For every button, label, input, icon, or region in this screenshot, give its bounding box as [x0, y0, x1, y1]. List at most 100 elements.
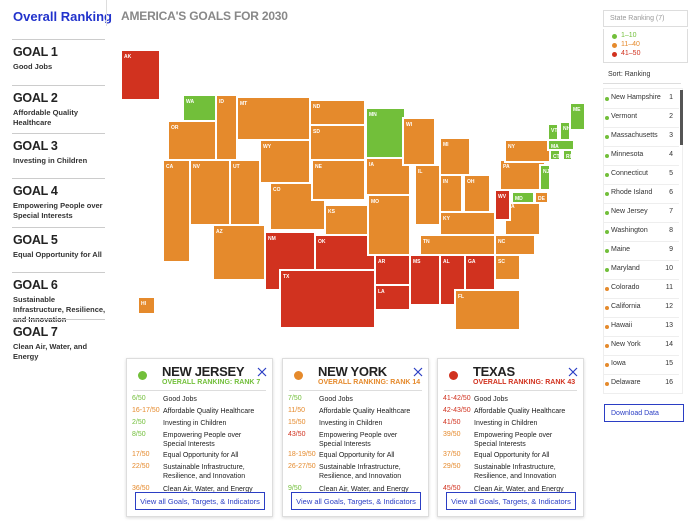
ranking-rank: 4: [669, 151, 673, 158]
state-label: VA: [508, 204, 515, 210]
state-card: TEXAS OVERALL RANKING: RANK 43 41-42/50 Goo…: [437, 358, 584, 517]
state-label: TX: [283, 274, 290, 280]
state: [547, 123, 559, 141]
goal-number: GOAL 5: [13, 233, 58, 247]
ranking-row[interactable]: Connecticut 5: [603, 170, 679, 185]
goal-label: Good Jobs: [319, 396, 353, 403]
state-label: ND: [313, 104, 321, 110]
ranking-dot: [605, 344, 609, 348]
ranking-row[interactable]: Maryland 10: [603, 265, 679, 280]
download-button[interactable]: Download Data: [604, 404, 684, 422]
ranking-dot: [605, 97, 609, 101]
state-label: MD: [515, 196, 523, 202]
status-dot: [449, 371, 458, 380]
close-button[interactable]: [413, 364, 423, 377]
score: 17/50: [132, 451, 150, 458]
divider: [12, 272, 105, 273]
state: [494, 234, 536, 256]
ranking-rank: 11: [665, 284, 673, 291]
divider: [12, 319, 105, 320]
state-label: OH: [467, 179, 475, 185]
state-label: TN: [423, 239, 430, 245]
ranking-row[interactable]: New Hampshire 1: [603, 94, 679, 109]
divider: [289, 390, 422, 391]
goal-item[interactable]: GOAL 1 Good Jobs: [13, 45, 108, 72]
legend-dot: [612, 34, 617, 39]
ranking-row[interactable]: Washington 8: [603, 227, 679, 242]
state-label: AZ: [216, 229, 223, 235]
goal-label: Equal Opportunity for All: [319, 452, 395, 459]
goal-name: Affordable Quality Healthcare: [13, 108, 79, 127]
scrollbar: [680, 90, 683, 145]
state-label: WA: [186, 99, 194, 105]
goal-item[interactable]: GOAL 3 Investing in Children: [13, 139, 108, 166]
state-label: MS: [413, 259, 421, 265]
divider: [12, 133, 105, 134]
state-label: SD: [313, 129, 320, 135]
state-label: OR: [171, 125, 179, 131]
state-select[interactable]: State Ranking (7): [603, 10, 688, 27]
ranking-row[interactable]: Colorado 11: [603, 284, 679, 299]
ranking-row[interactable]: California 12: [603, 303, 679, 318]
goal-name: Clean Air, Water, and Energy: [13, 342, 88, 361]
legend-label: 11–40: [621, 41, 640, 48]
goal-label: Empowering People over Special Interests: [319, 432, 398, 448]
ranking-row[interactable]: Rhode Island 6: [603, 189, 679, 204]
state-label: CA: [166, 164, 174, 170]
goal-label: Sustainable Infrastructure, Resilience, …: [474, 464, 557, 480]
divider: [603, 127, 679, 128]
state: [414, 164, 441, 226]
state-label: WY: [263, 144, 272, 150]
state-label: MA: [551, 144, 559, 150]
state-label: WV: [498, 194, 507, 200]
goal-item[interactable]: GOAL 6 Sustainable Infrastructure, Resili…: [13, 278, 108, 325]
goal-item[interactable]: GOAL 7 Clean Air, Water, and Energy: [13, 325, 108, 362]
ranking-row[interactable]: New York 14: [603, 341, 679, 356]
goal-label: Good Jobs: [474, 396, 508, 403]
view-all-button[interactable]: View all Goals, Targets, & Indicators: [135, 492, 265, 510]
ranking-row[interactable]: Hawaii 13: [603, 322, 679, 337]
state: [409, 254, 441, 306]
ranking-name: Iowa: [611, 360, 626, 367]
ranking-row[interactable]: Minnesota 4: [603, 151, 679, 166]
card-ranking: OVERALL RANKING: RANK 43: [473, 379, 576, 386]
close-button[interactable]: [257, 364, 267, 377]
state: [314, 234, 376, 271]
ranking-name: Connecticut: [611, 170, 648, 177]
goal-item[interactable]: GOAL 5 Equal Opportunity for All: [13, 233, 108, 260]
score: 7/50: [288, 395, 302, 402]
view-all-button[interactable]: View all Goals, Targets, & Indicators: [446, 492, 576, 510]
ranking-row[interactable]: Vermont 2: [603, 113, 679, 128]
sort-select[interactable]: Sort: Ranking: [603, 68, 681, 84]
ranking-name: New Hampshire: [611, 94, 661, 101]
ranking-rank: 6: [669, 189, 673, 196]
ranking-rank: 9: [669, 246, 673, 253]
state: [511, 191, 535, 204]
ranking-row[interactable]: Delaware 16: [603, 379, 679, 394]
ranking-row[interactable]: Iowa 15: [603, 360, 679, 375]
ranking-dot: [605, 306, 609, 310]
state-label: HI: [141, 301, 147, 307]
state: [311, 159, 366, 201]
view-all-button[interactable]: View all Goals, Targets, & Indicators: [291, 492, 421, 510]
ranking-row[interactable]: Massachusetts 3: [603, 132, 679, 147]
state-label: MN: [369, 112, 377, 118]
ranking-row[interactable]: Maine 9: [603, 246, 679, 261]
goal-label: Investing in Children: [163, 420, 227, 427]
close-icon: [413, 367, 423, 377]
ranking-rank: 12: [665, 303, 673, 310]
state-label: AK: [124, 54, 132, 60]
ranking-dot: [605, 382, 609, 386]
score: 42-43/50: [443, 407, 471, 414]
close-button[interactable]: [568, 364, 578, 377]
score: 45/50: [443, 485, 461, 492]
state-card: NEW JERSEY OVERALL RANKING: RANK 7 6/50 Goo…: [126, 358, 273, 517]
card-title: TEXAS: [473, 364, 515, 379]
divider: [603, 298, 679, 299]
score: 18-19/50: [288, 451, 316, 458]
goal-item[interactable]: GOAL 4 Empowering People over Special Int…: [13, 184, 108, 221]
goal-number: GOAL 4: [13, 184, 58, 198]
ranking-row[interactable]: New Jersey 7: [603, 208, 679, 223]
goal-item[interactable]: GOAL 2 Affordable Quality Healthcare: [13, 91, 108, 128]
